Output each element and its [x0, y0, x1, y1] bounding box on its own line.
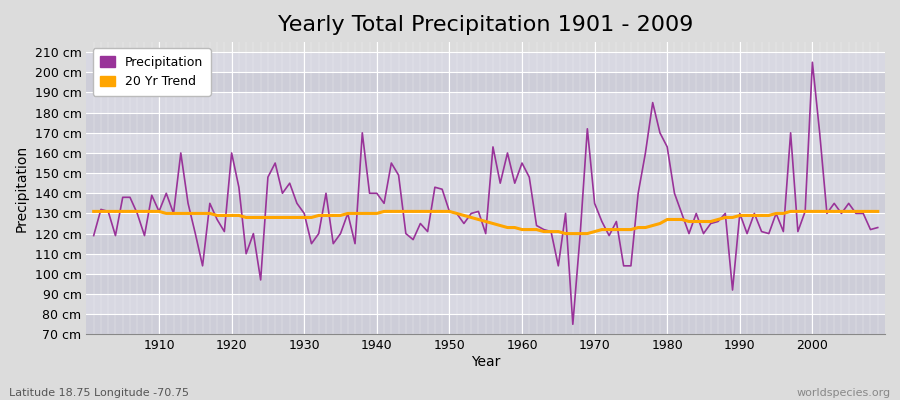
- Legend: Precipitation, 20 Yr Trend: Precipitation, 20 Yr Trend: [93, 48, 211, 96]
- Bar: [86, 153, 885, 173]
- 20 Yr Trend: [517, 227, 527, 232]
- Bar: [86, 173, 885, 193]
- Precipitation: [611, 219, 622, 224]
- Line: Precipitation: Precipitation: [94, 62, 878, 324]
- Bar: [86, 92, 885, 113]
- X-axis label: Year: Year: [471, 355, 500, 369]
- Precipitation: [872, 225, 883, 230]
- Precipitation: [306, 241, 317, 246]
- 20 Yr Trend: [611, 227, 622, 232]
- Line: 20 Yr Trend: 20 Yr Trend: [94, 212, 878, 234]
- Y-axis label: Precipitation: Precipitation: [15, 145, 29, 232]
- Bar: [86, 214, 885, 234]
- Bar: [86, 234, 885, 254]
- 20 Yr Trend: [872, 209, 883, 214]
- Bar: [86, 294, 885, 314]
- Precipitation: [807, 60, 818, 65]
- Bar: [86, 193, 885, 214]
- Text: Latitude 18.75 Longitude -70.75: Latitude 18.75 Longitude -70.75: [9, 388, 189, 398]
- Text: worldspecies.org: worldspecies.org: [796, 388, 891, 398]
- Title: Yearly Total Precipitation 1901 - 2009: Yearly Total Precipitation 1901 - 2009: [278, 15, 693, 35]
- Bar: [86, 52, 885, 72]
- Precipitation: [88, 233, 99, 238]
- Precipitation: [147, 193, 158, 198]
- 20 Yr Trend: [88, 209, 99, 214]
- Bar: [86, 72, 885, 92]
- 20 Yr Trend: [306, 215, 317, 220]
- 20 Yr Trend: [147, 209, 158, 214]
- Bar: [86, 274, 885, 294]
- Precipitation: [349, 241, 360, 246]
- Precipitation: [517, 161, 527, 166]
- 20 Yr Trend: [509, 225, 520, 230]
- 20 Yr Trend: [560, 231, 571, 236]
- Bar: [86, 113, 885, 133]
- Bar: [86, 254, 885, 274]
- Precipitation: [509, 181, 520, 186]
- 20 Yr Trend: [349, 211, 360, 216]
- Bar: [86, 314, 885, 334]
- Precipitation: [567, 322, 578, 327]
- Bar: [86, 133, 885, 153]
